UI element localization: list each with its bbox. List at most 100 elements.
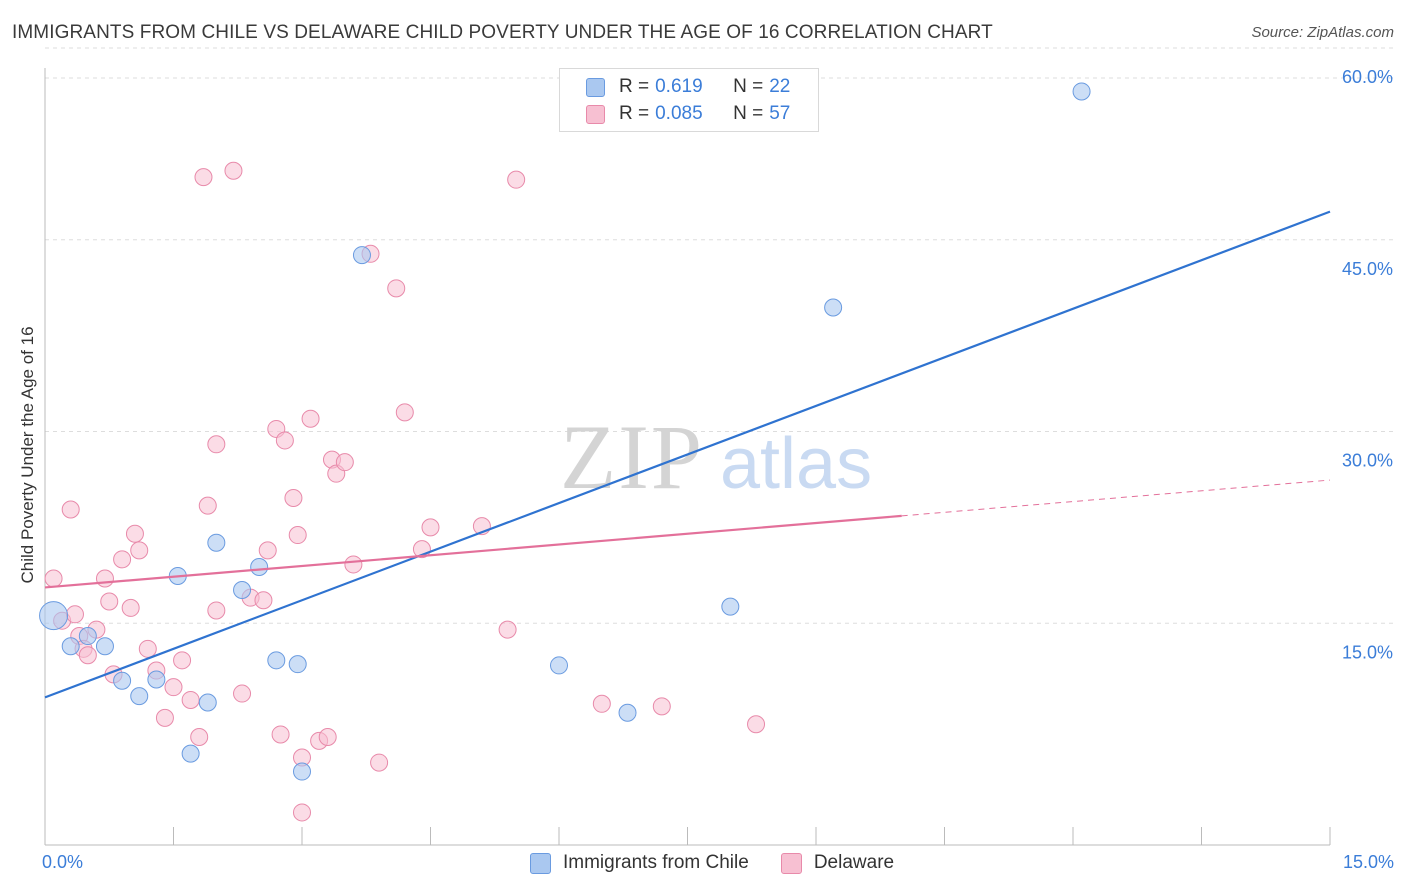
chile-point	[352, 246, 371, 265]
chile-point	[207, 533, 226, 552]
chile-trendline	[44, 210, 1331, 699]
y-tick-labels: 15.0% 30.0% 45.0% 60.0%	[1342, 67, 1393, 662]
legend-label-delaware: Delaware	[813, 852, 895, 873]
delaware-point	[95, 569, 114, 588]
chile-point	[288, 655, 307, 674]
chile-point	[181, 744, 200, 763]
delaware-point	[258, 541, 277, 560]
legend-swatch-chile	[586, 77, 605, 97]
delaware-point	[44, 569, 63, 588]
delaware-point	[301, 409, 320, 428]
delaware-point	[275, 431, 294, 450]
chile-point	[618, 703, 637, 722]
chile-point	[250, 558, 269, 577]
chile-point	[78, 627, 97, 646]
delaware-point	[78, 646, 97, 665]
delaware-point	[194, 168, 213, 187]
delaware-point	[198, 496, 217, 515]
trendlines	[44, 210, 1331, 699]
chile-point	[61, 637, 80, 656]
watermark-atlas: atlas	[720, 424, 872, 504]
delaware-point	[130, 541, 149, 560]
delaware-point	[155, 708, 174, 727]
legend-swatch-delaware	[586, 104, 605, 124]
delaware-point	[121, 598, 140, 617]
legend-item-chile[interactable]: Immigrants from Chile	[530, 852, 749, 874]
legend-r-value-chile: 0.619	[655, 76, 703, 97]
delaware-point	[318, 728, 337, 747]
delaware-point	[293, 803, 311, 822]
legend-n-label: N =	[733, 103, 764, 124]
delaware-point	[271, 725, 290, 744]
delaware-point	[284, 488, 303, 507]
legend-swatch-chile	[530, 852, 551, 874]
delaware-point	[138, 639, 157, 658]
x-tick-label-max: 15.0%	[1342, 852, 1394, 872]
chile-point	[130, 687, 149, 706]
watermark: ZIP atlas	[560, 406, 872, 508]
chile-point	[113, 671, 132, 690]
legend-n-value-chile: 22	[769, 76, 791, 97]
chile-point	[39, 601, 69, 631]
delaware-point	[652, 697, 671, 716]
correlation-legend: R = 0.619 N = 22 R = 0.085 N = 57	[559, 68, 819, 132]
chile-point	[721, 597, 740, 616]
series-legend: Immigrants from Chile Delaware	[530, 852, 926, 874]
delaware-point	[65, 605, 84, 624]
legend-row-delaware: R = 0.085 N = 57	[586, 102, 790, 126]
delaware-point	[61, 500, 80, 519]
delaware-point	[344, 555, 363, 574]
x-tick-label-min: 0.0%	[42, 852, 84, 872]
y-tick-label: 60.0%	[1342, 67, 1393, 87]
delaware-point	[100, 592, 119, 611]
delaware-point	[125, 524, 144, 543]
delaware-point	[190, 728, 209, 747]
legend-r-value-delaware: 0.085	[655, 103, 703, 124]
delaware-point	[387, 279, 406, 298]
delaware-point	[224, 161, 243, 180]
delaware-point	[207, 435, 226, 454]
chile-point	[550, 656, 568, 675]
delaware-point	[498, 620, 517, 639]
chile-point	[1072, 82, 1091, 101]
chile-point	[147, 670, 166, 689]
delaware-point	[288, 526, 307, 545]
chile-point	[233, 581, 252, 600]
y-tick-label: 30.0%	[1342, 451, 1393, 471]
delaware-points	[44, 161, 766, 822]
chart-title: IMMIGRANTS FROM CHILE VS DELAWARE CHILD …	[12, 22, 993, 43]
delaware-point	[173, 651, 192, 670]
legend-n-label: N =	[733, 76, 764, 97]
y-tick-label: 45.0%	[1342, 259, 1393, 279]
delaware-point	[395, 403, 414, 422]
chile-point	[95, 637, 114, 656]
delaware-point	[421, 518, 440, 537]
delaware-trendline-extension	[901, 479, 1331, 517]
chile-point	[293, 762, 311, 781]
delaware-point	[370, 753, 389, 772]
legend-r-label: R =	[619, 76, 650, 97]
delaware-point	[181, 690, 200, 709]
delaware-trendline	[44, 514, 902, 589]
y-axis-label: Child Poverty Under the Age of 16	[18, 326, 37, 584]
y-tick-label: 15.0%	[1342, 642, 1393, 662]
chile-point	[824, 298, 843, 317]
chile-point	[198, 693, 217, 712]
axis-layer	[44, 68, 1331, 846]
delaware-point	[207, 601, 226, 620]
delaware-point	[164, 678, 183, 697]
grid-layer	[45, 47, 1395, 624]
delaware-point	[335, 453, 354, 472]
delaware-point	[254, 591, 273, 610]
delaware-point	[113, 550, 132, 569]
legend-r-label: R =	[619, 103, 650, 124]
delaware-point	[233, 684, 252, 703]
delaware-point	[747, 715, 766, 734]
chile-point	[267, 651, 286, 670]
legend-item-delaware[interactable]: Delaware	[780, 852, 895, 874]
delaware-point	[507, 170, 526, 189]
source-label: Source: ZipAtlas.com	[1251, 24, 1394, 41]
legend-row-chile: R = 0.619 N = 22	[586, 75, 790, 99]
legend-swatch-delaware	[780, 852, 802, 874]
